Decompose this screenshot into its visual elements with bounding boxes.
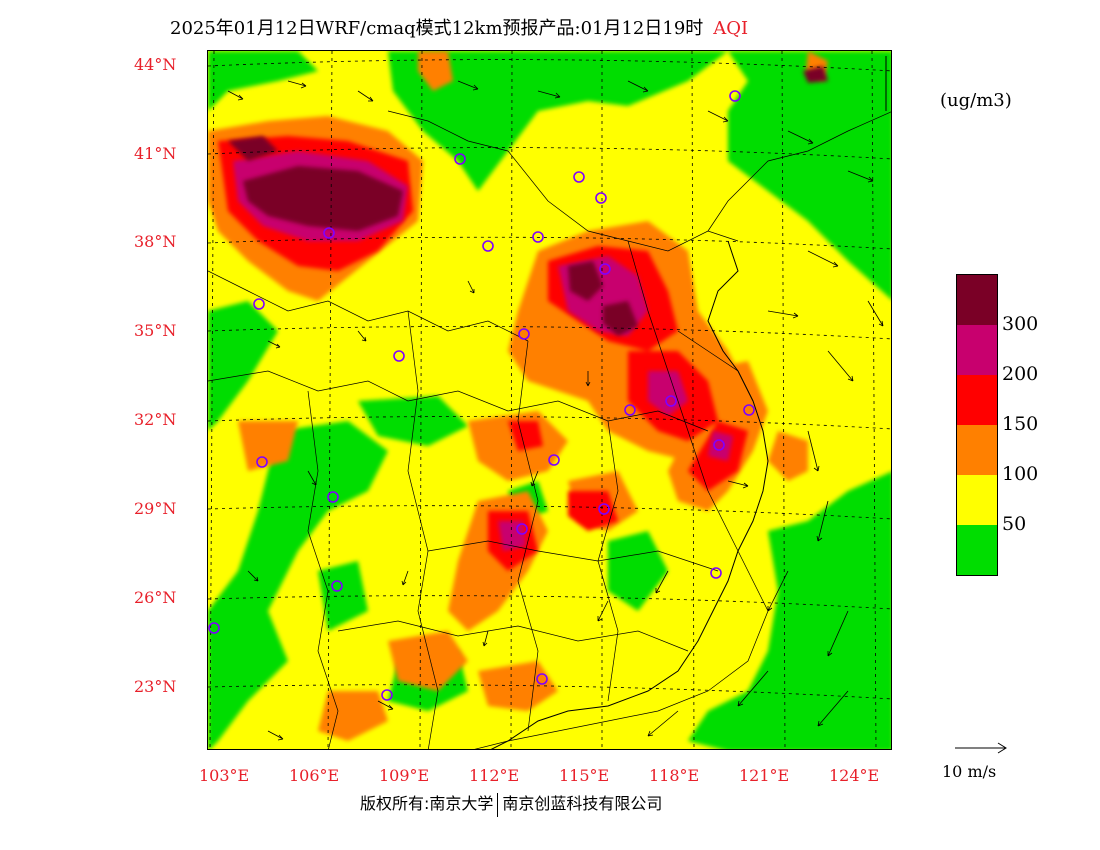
- lon-label-118: 118°E: [649, 766, 700, 785]
- city-marker-beijing: [573, 171, 585, 183]
- lat-label-23: 23°N: [134, 677, 177, 696]
- lon-label-124: 124°E: [829, 766, 880, 785]
- lon-label-115: 115°E: [559, 766, 610, 785]
- city-marker-jinan: [599, 263, 611, 275]
- aqi-zone-hazardous: [228, 66, 828, 336]
- aqi-map-canvas: [208, 51, 891, 749]
- lat-label-35: 35°N: [134, 321, 177, 340]
- legend-swatch-good: [957, 525, 997, 575]
- copyright-right: 南京创蓝科技有限公司: [502, 794, 663, 813]
- city-marker-kunming: [208, 622, 220, 634]
- city-marker-tianjin: [595, 192, 607, 204]
- lat-label-38: 38°N: [134, 232, 177, 251]
- legend-label-300: 300: [1002, 313, 1039, 335]
- aqi-zone-good: [208, 51, 891, 749]
- city-marker-xian: [393, 350, 405, 362]
- city-marker-nanchang: [598, 503, 610, 515]
- legend-swatch-unhealthy-sensitive: [957, 425, 997, 475]
- city-marker-hohhot: [454, 153, 466, 165]
- lon-label-109: 109°E: [379, 766, 430, 785]
- city-marker-shanghai: [743, 404, 755, 416]
- lat-label-32: 32°N: [134, 410, 177, 429]
- unit-label: (ug/m3): [940, 90, 1012, 111]
- legend-swatch-unhealthy: [957, 375, 997, 425]
- title-text: 2025年01月12日WRF/cmaq模式12km预报产品:01月12日19时: [170, 18, 704, 39]
- city-marker-guiyang: [331, 580, 343, 592]
- city-marker-nanjing: [665, 395, 677, 407]
- city-marker-hangzhou: [713, 439, 725, 451]
- city-marker-hefei: [624, 404, 636, 416]
- legend-swatch-hazardous: [957, 275, 997, 325]
- city-marker-shenyang: [729, 90, 741, 102]
- copyright-left: 版权所有:南京大学: [360, 794, 494, 813]
- city-marker-wuhan: [548, 454, 560, 466]
- lon-label-106: 106°E: [289, 766, 340, 785]
- legend-label-50: 50: [1002, 513, 1027, 535]
- wind-vectors: [227, 80, 884, 741]
- city-markers: [208, 90, 755, 701]
- city-marker-changsha: [516, 523, 528, 535]
- title-product: AQI: [713, 18, 749, 39]
- city-marker-fuzhou: [710, 567, 722, 579]
- lat-label-41: 41°N: [134, 144, 177, 163]
- legend-label-150: 150: [1002, 413, 1039, 435]
- city-marker-guangzhou: [536, 673, 548, 685]
- lat-label-29: 29°N: [134, 499, 177, 518]
- lat-label-26: 26°N: [134, 588, 177, 607]
- copyright: 版权所有:南京大学 南京创蓝科技有限公司: [360, 790, 662, 817]
- city-marker-zhengzhou: [518, 328, 530, 340]
- aqi-map: [207, 50, 892, 750]
- lon-label-112: 112°E: [469, 766, 520, 785]
- city-marker-taiyuan: [482, 240, 494, 252]
- lon-label-121: 121°E: [739, 766, 790, 785]
- city-marker-shijiazhuang: [532, 231, 544, 243]
- coastline: [490, 240, 769, 749]
- legend-swatch-very-unhealthy: [957, 325, 997, 375]
- lat-label-44: 44°N: [134, 55, 177, 74]
- city-marker-nanning: [381, 689, 393, 701]
- map-title: 2025年01月12日WRF/cmaq模式12km预报产品:01月12日19时 A…: [170, 14, 748, 40]
- legend-label-100: 100: [1002, 463, 1039, 485]
- wind-reference-arrow: [955, 742, 1007, 754]
- graticule: [208, 51, 891, 749]
- city-marker-chengdu: [256, 456, 268, 468]
- legend-swatch-moderate: [957, 475, 997, 525]
- city-marker-xining: [253, 298, 265, 310]
- color-legend: [956, 274, 998, 576]
- city-marker-chongqing: [327, 491, 339, 503]
- legend-label-200: 200: [1002, 363, 1039, 385]
- lon-label-103: 103°E: [199, 766, 250, 785]
- wind-reference-label: 10 m/s: [942, 762, 997, 781]
- city-marker-yinchuan: [323, 227, 335, 239]
- copyright-separator: [497, 792, 499, 817]
